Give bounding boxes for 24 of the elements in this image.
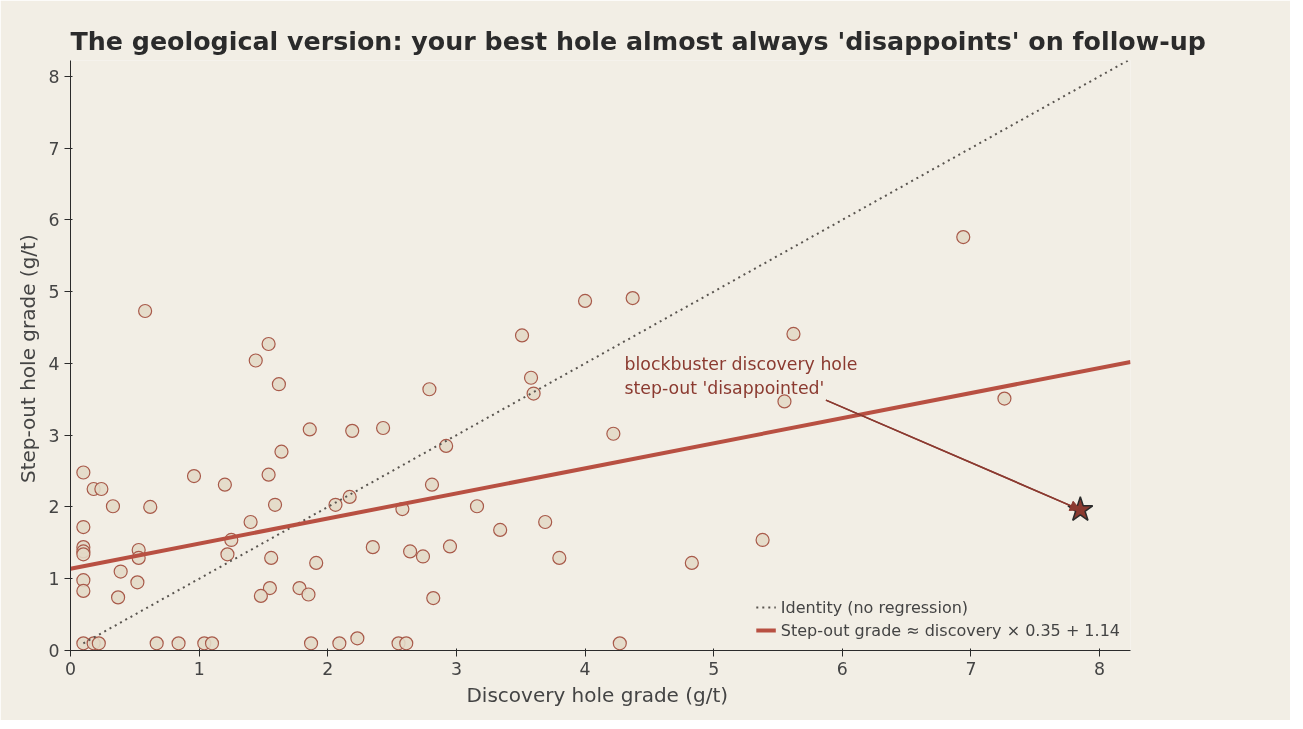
x-tick-label: 4 <box>579 658 591 679</box>
y-tick-label: 4 <box>48 353 60 374</box>
y-tick-label: 5 <box>48 282 60 303</box>
x-tick-label: 7 <box>965 658 977 679</box>
y-axis-title: Step-out hole grade (g/t) <box>16 234 41 484</box>
x-tick-label: 6 <box>836 658 848 679</box>
y-tick-label: 2 <box>48 497 60 518</box>
annotation: blockbuster discovery hole step-out 'disappointed' <box>624 353 858 398</box>
x-tick-label: 0 <box>64 658 77 679</box>
y-tick-label: 1 <box>48 569 60 590</box>
x-tick-label: 5 <box>708 658 720 679</box>
y-tick-label: 8 <box>48 66 60 87</box>
x-tick-label: 8 <box>1094 658 1106 679</box>
y-tick-label: 6 <box>48 210 60 231</box>
y-tick-label: 7 <box>48 138 60 159</box>
x-axis-title: Discovery hole grade (g/t) <box>466 682 729 707</box>
y-tick-label: 0 <box>48 641 60 661</box>
x-tick-label: 1 <box>193 658 205 679</box>
x-tick-label: 3 <box>450 658 462 679</box>
chart-title: The geological version: your best hole almost always 'disappoints' on follow-up <box>70 25 1206 56</box>
y-tick-label: 3 <box>48 425 60 446</box>
legend-label: Identity (no regression) <box>780 597 969 617</box>
x-tick-label: 2 <box>322 658 334 679</box>
legend-label: Step-out grade ≈ discovery × 0.35 + 1.14 <box>780 620 1120 640</box>
